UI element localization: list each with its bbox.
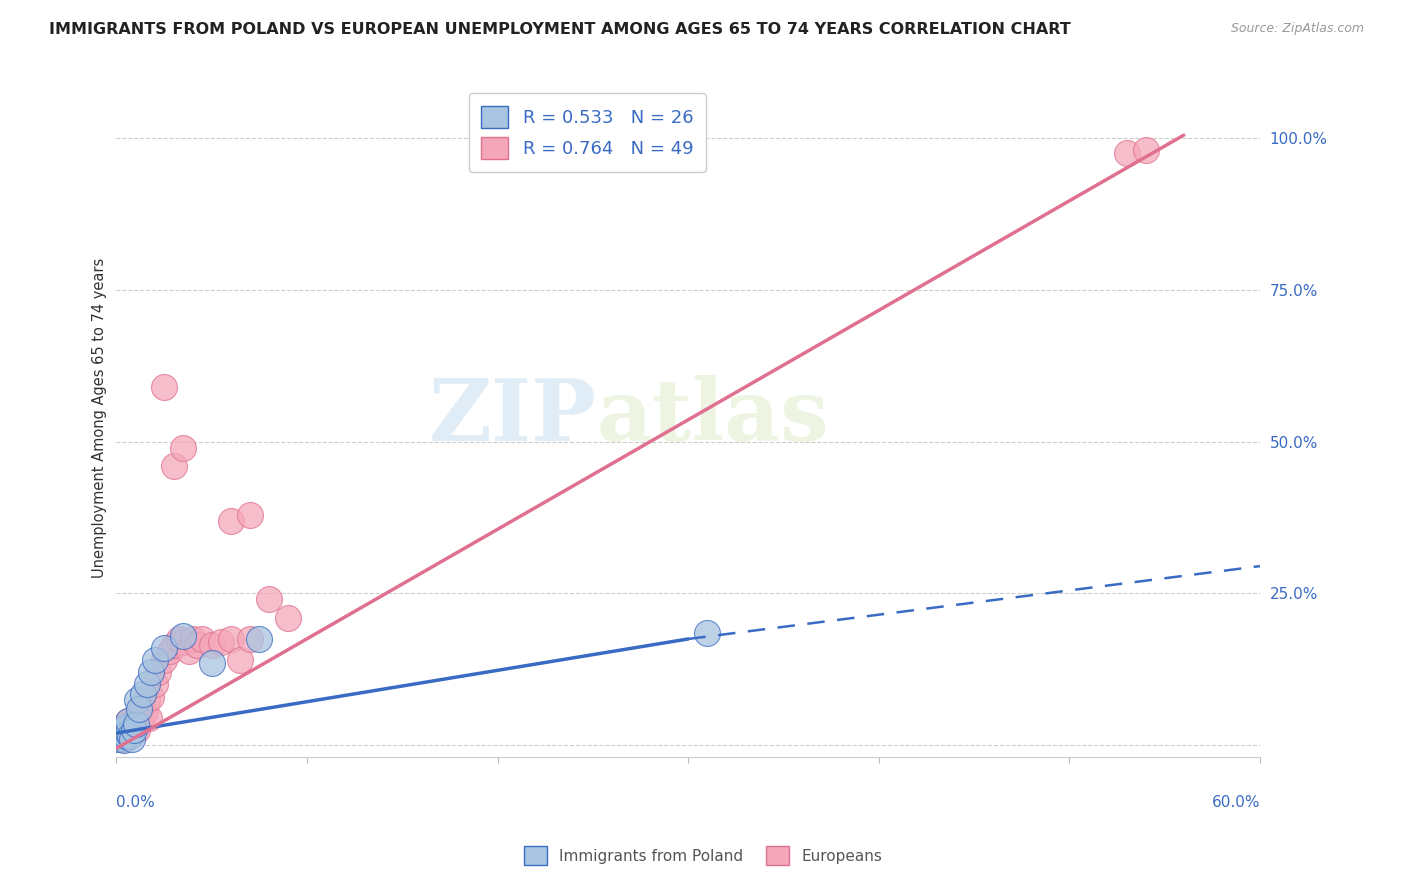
Point (172, 629, 194, 643)
Point (249, 632, 271, 646)
Point (111, 727, 134, 741)
Point (110, 732, 132, 747)
Point (138, 711, 160, 725)
Point (117, 729, 139, 743)
Point (124, 717, 146, 731)
Point (177, 644, 200, 658)
Point (201, 657, 224, 671)
Point (163, 458, 186, 473)
Point (139, 690, 162, 704)
Point (122, 720, 145, 734)
Point (117, 714, 139, 728)
Point (136, 692, 159, 706)
Point (110, 726, 132, 740)
Point (110, 726, 132, 740)
Point (115, 729, 138, 743)
Point (181, 632, 204, 646)
Point (239, 508, 262, 522)
Point (110, 729, 132, 743)
Point (127, 723, 149, 737)
Point (112, 723, 135, 737)
Point (121, 726, 143, 740)
Text: Source: ZipAtlas.com: Source: ZipAtlas.com (1230, 22, 1364, 36)
Legend: R = 0.533   N = 26, R = 0.764   N = 49: R = 0.533 N = 26, R = 0.764 N = 49 (468, 94, 706, 171)
Point (148, 665, 170, 680)
Point (172, 441, 194, 455)
Point (201, 638, 224, 652)
Point (239, 632, 262, 646)
Point (159, 644, 181, 658)
Text: 60.0%: 60.0% (1212, 795, 1260, 810)
Point (122, 723, 145, 737)
Point (163, 638, 186, 652)
Point (172, 635, 194, 649)
Point (1135, 143, 1157, 157)
Point (127, 692, 149, 706)
Point (115, 726, 138, 740)
Point (696, 626, 718, 640)
Text: 0.0%: 0.0% (117, 795, 155, 810)
Point (111, 731, 134, 745)
Text: ZIP: ZIP (429, 376, 596, 459)
Point (117, 714, 139, 728)
Point (277, 610, 299, 624)
Point (191, 632, 214, 646)
Point (153, 380, 176, 394)
Point (134, 705, 156, 719)
Text: IMMIGRANTS FROM POLAND VS EUROPEAN UNEMPLOYMENT AMONG AGES 65 TO 74 YEARS CORREL: IMMIGRANTS FROM POLAND VS EUROPEAN UNEMP… (49, 22, 1071, 37)
Point (121, 732, 143, 747)
Y-axis label: Unemployment Among Ages 65 to 74 years: Unemployment Among Ages 65 to 74 years (93, 257, 107, 577)
Point (132, 698, 155, 713)
Point (257, 592, 280, 607)
Point (112, 733, 135, 747)
Point (153, 641, 176, 656)
Point (169, 632, 191, 646)
Point (153, 653, 176, 667)
Text: atlas: atlas (596, 376, 830, 459)
Point (132, 687, 155, 701)
Point (209, 635, 232, 649)
Point (115, 720, 138, 734)
Point (117, 726, 139, 740)
Point (107, 723, 129, 737)
Point (124, 711, 146, 725)
Point (136, 677, 159, 691)
Point (115, 717, 138, 731)
Point (143, 677, 166, 691)
Point (219, 632, 242, 646)
Point (129, 714, 152, 728)
Point (128, 705, 150, 719)
Point (143, 653, 166, 667)
Point (118, 723, 141, 737)
Point (128, 702, 150, 716)
Point (219, 514, 242, 528)
Point (111, 729, 134, 743)
Point (107, 732, 129, 747)
Point (118, 729, 141, 743)
Point (1115, 146, 1137, 161)
Legend: Immigrants from Poland, Europeans: Immigrants from Poland, Europeans (517, 840, 889, 871)
Point (111, 723, 134, 737)
Point (139, 665, 162, 680)
Point (186, 638, 208, 652)
Point (107, 729, 129, 743)
Point (112, 720, 135, 734)
Point (112, 732, 135, 747)
Point (229, 653, 252, 667)
